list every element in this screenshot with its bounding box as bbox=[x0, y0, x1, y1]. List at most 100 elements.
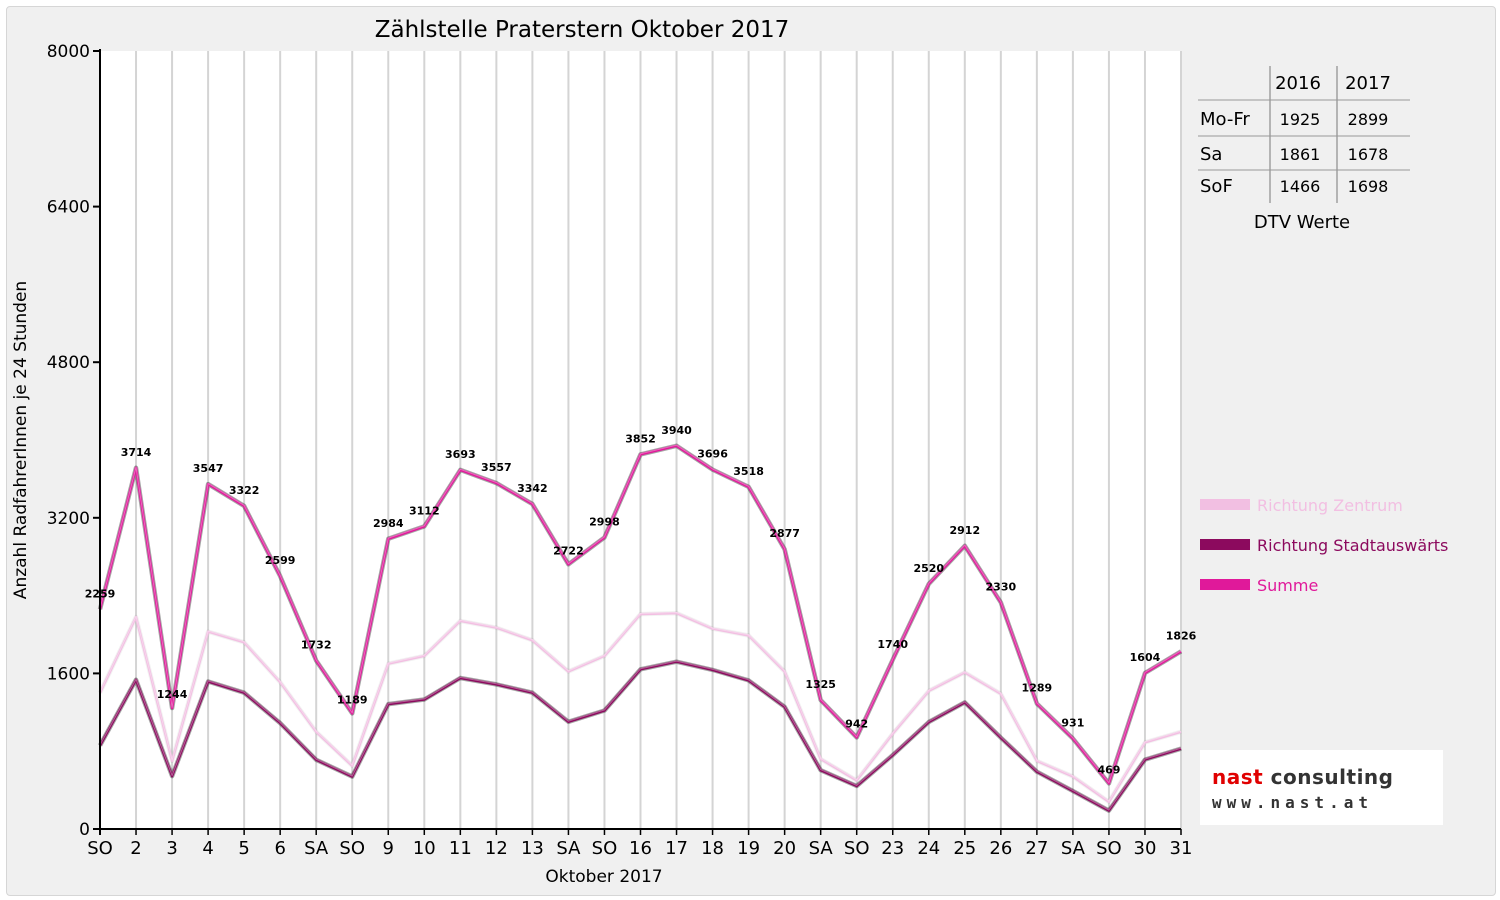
dtv-sa-2017: 1678 bbox=[1348, 145, 1389, 164]
legend-label: Richtung Zentrum bbox=[1257, 496, 1403, 515]
data-label: 2599 bbox=[265, 554, 296, 567]
data-label: 2330 bbox=[986, 580, 1017, 593]
dtv-mofr-2017: 2899 bbox=[1348, 110, 1389, 129]
x-tick-label: 26 bbox=[989, 838, 1012, 859]
data-label: 2259 bbox=[85, 587, 116, 600]
data-label: 931 bbox=[1061, 716, 1084, 729]
x-tick-label: SO bbox=[87, 838, 113, 859]
legend-swatch bbox=[1200, 499, 1250, 510]
series-richtung-zentrum-highlight bbox=[99, 611, 1182, 802]
data-label: 2984 bbox=[373, 517, 404, 530]
dtv-header-2016: 2016 bbox=[1275, 73, 1321, 94]
y-tick-label: 1600 bbox=[47, 664, 90, 684]
data-label: 3852 bbox=[625, 432, 656, 445]
logo: nast consulting www.nast.at bbox=[1200, 750, 1443, 825]
legend-swatch bbox=[1200, 579, 1250, 590]
data-label: 2520 bbox=[913, 562, 944, 575]
x-tick-label: 9 bbox=[383, 838, 394, 859]
y-tick-label: 6400 bbox=[47, 198, 90, 218]
data-label: 2998 bbox=[589, 515, 620, 528]
y-tick-label: 3200 bbox=[47, 509, 90, 529]
chart-title: Zählstelle Praterstern Oktober 2017 bbox=[375, 17, 790, 43]
data-label: 3322 bbox=[229, 484, 260, 497]
x-tick-label: 3 bbox=[166, 838, 177, 859]
y-tick-label: 0 bbox=[79, 820, 90, 840]
legend-swatch bbox=[1200, 539, 1250, 550]
dtv-sof-2017: 1698 bbox=[1348, 177, 1389, 196]
vertical-gridlines bbox=[135, 51, 1182, 829]
data-label: 2877 bbox=[769, 527, 800, 540]
data-label: 3714 bbox=[121, 446, 152, 459]
x-tick-label: SA bbox=[809, 838, 834, 859]
dtv-sa-2016: 1861 bbox=[1280, 145, 1321, 164]
x-tick-label: 31 bbox=[1170, 838, 1193, 859]
x-tick-label: 27 bbox=[1025, 838, 1048, 859]
dtv-sof-2016: 1466 bbox=[1280, 177, 1321, 196]
dtv-row-label-sa: Sa bbox=[1200, 144, 1222, 165]
series-richtung-stadtausw-rts-line bbox=[98, 660, 1182, 812]
x-tick-label: 2 bbox=[130, 838, 141, 859]
dtv-header-2017: 2017 bbox=[1345, 73, 1391, 94]
data-label: 1604 bbox=[1130, 651, 1161, 664]
y-tick-label: 4800 bbox=[47, 353, 90, 373]
x-tick-label: 24 bbox=[917, 838, 940, 859]
data-label: 1732 bbox=[301, 639, 332, 652]
x-tick-label: SA bbox=[556, 838, 581, 859]
series-lines bbox=[97, 443, 1183, 813]
series-summe-highlight bbox=[99, 444, 1182, 784]
data-label: 3940 bbox=[661, 424, 692, 437]
x-tick-label: SO bbox=[1096, 838, 1122, 859]
x-tick-label: 17 bbox=[665, 838, 688, 859]
x-tick-label: 10 bbox=[413, 838, 436, 859]
y-axis-ticks: 0 1600 3200 4800 6400 8000 bbox=[47, 42, 100, 840]
x-tick-label: 13 bbox=[521, 838, 544, 859]
x-tick-label: 16 bbox=[629, 838, 652, 859]
x-tick-label: 20 bbox=[773, 838, 796, 859]
data-label: 3547 bbox=[193, 462, 224, 475]
logo-url: www.nast.at bbox=[1212, 793, 1373, 812]
data-label: 1289 bbox=[1022, 682, 1053, 695]
x-tick-label: 30 bbox=[1134, 838, 1157, 859]
y-tick-label: 8000 bbox=[47, 42, 90, 62]
series-richtung-stadtausw-rts-highlight bbox=[99, 660, 1182, 811]
x-tick-label: 19 bbox=[737, 838, 760, 859]
data-label: 942 bbox=[845, 717, 868, 730]
x-tick-label: 23 bbox=[881, 838, 904, 859]
data-label: 1740 bbox=[877, 638, 908, 651]
data-label: 1826 bbox=[1166, 629, 1197, 642]
legend: Richtung Zentrum Richtung Stadtauswärts Su… bbox=[1200, 496, 1448, 595]
data-label: 469 bbox=[1097, 763, 1120, 776]
series-richtung-zentrum-line bbox=[98, 611, 1182, 804]
x-axis-title: Oktober 2017 bbox=[545, 867, 662, 887]
logo-text: nast consulting bbox=[1212, 765, 1393, 789]
data-label: 3342 bbox=[517, 482, 548, 495]
series-summe-line bbox=[98, 444, 1182, 785]
data-label: 3557 bbox=[481, 461, 512, 474]
dtv-mofr-2016: 1925 bbox=[1280, 110, 1321, 129]
x-axis-ticks: SO 2 3 4 5 6 SA SO 9 10 11 12 13 SA SO 16 17 18 19 20 SA SO 23… bbox=[87, 829, 1192, 859]
x-tick-label: SA bbox=[304, 838, 329, 859]
data-label: 3112 bbox=[409, 504, 440, 517]
data-label: 2722 bbox=[553, 544, 584, 557]
dtv-table: 2016 2017 Mo-Fr 1925 2899 Sa 1861 1678 S… bbox=[1198, 66, 1410, 233]
x-tick-label: 12 bbox=[485, 838, 508, 859]
legend-label: Summe bbox=[1257, 576, 1318, 595]
data-label: 1189 bbox=[337, 693, 368, 706]
dtv-row-label-mofr: Mo-Fr bbox=[1200, 109, 1250, 130]
x-tick-label: SO bbox=[844, 838, 870, 859]
data-label: 3693 bbox=[445, 448, 476, 461]
axes bbox=[94, 49, 1181, 835]
x-tick-label: SO bbox=[339, 838, 365, 859]
x-tick-label: SA bbox=[1061, 838, 1086, 859]
data-label: 3696 bbox=[697, 448, 728, 461]
x-tick-label: 4 bbox=[202, 838, 213, 859]
data-label: 2912 bbox=[949, 524, 980, 537]
data-label: 3518 bbox=[733, 465, 764, 478]
x-tick-label: 11 bbox=[449, 838, 472, 859]
dtv-caption: DTV Werte bbox=[1254, 212, 1350, 233]
dtv-row-label-sof: SoF bbox=[1200, 176, 1233, 197]
data-label: 1244 bbox=[157, 688, 188, 701]
x-tick-label: SO bbox=[592, 838, 618, 859]
x-tick-label: 18 bbox=[701, 838, 724, 859]
x-tick-label: 25 bbox=[953, 838, 976, 859]
